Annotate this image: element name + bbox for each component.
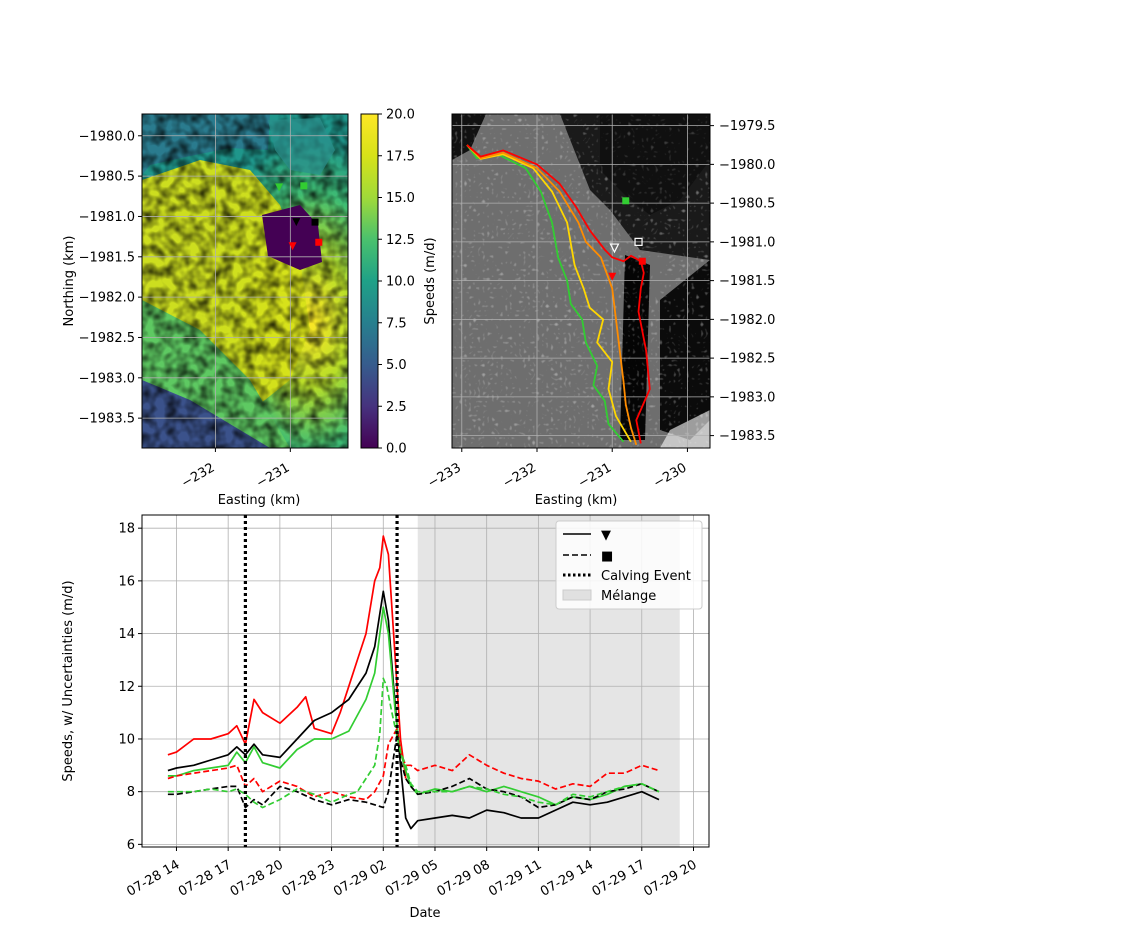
map-marker [275, 183, 284, 192]
x-tick-label: 07-29 14 [538, 857, 596, 899]
x-tick-label: 07-29 02 [331, 857, 389, 899]
terminus-marker [634, 237, 643, 246]
y-tick-label: −1981.0 [79, 210, 135, 225]
legend-label-triangle: ▼ [601, 528, 611, 543]
colorbar-tick-label: 20.0 [386, 108, 415, 123]
x-tick-label: −230 [651, 460, 689, 491]
timeseries-ylabel: Speeds, w/ Uncertainties (m/d) [61, 580, 76, 781]
timeseries-frame [141, 514, 710, 848]
terminus-marker [638, 257, 646, 265]
colorbar-tick-label: 5.0 [386, 358, 407, 373]
x-tick-label: −232 [501, 460, 539, 491]
legend-box [555, 520, 703, 610]
timeseries-xlabel: Date [409, 906, 440, 921]
y-tick-label: −1982.0 [79, 291, 135, 306]
terminus-xlabel: Easting (km) [535, 493, 618, 508]
terminus-markers [608, 197, 646, 281]
speed-map-xlabel: Easting (km) [218, 493, 301, 508]
series-line [167, 535, 407, 779]
map-marker [311, 218, 319, 226]
y-tick-label: −1980.0 [79, 129, 135, 144]
colorbar-tick-label: 2.5 [386, 400, 407, 415]
speed-map-image [142, 114, 348, 448]
terminus-line [466, 144, 632, 443]
y-tick-label: −1983.5 [79, 412, 135, 427]
legend-label-calving: Calving Event [601, 569, 691, 584]
x-tick-label: 07-28 17 [176, 857, 234, 899]
colorbar-label: Speeds (m/d) [423, 237, 438, 324]
y-tick-label: −1982.0 [719, 313, 775, 328]
y-tick-label: −1980.5 [79, 170, 135, 185]
speed-map-panel: −232 −231 −1980.0 −1980.5 −1981.0 −1981.5 −198… [62, 113, 349, 508]
y-tick-label: −1981.5 [79, 250, 135, 265]
speed-map-grid [142, 114, 348, 448]
y-tick-label: −1980.0 [719, 158, 775, 173]
map-marker [288, 242, 297, 251]
x-tick-label: 07-29 20 [641, 857, 699, 899]
legend: ▼ ■ Calving Event Mélange [555, 520, 703, 610]
y-tick-label: 12 [118, 680, 135, 695]
colorbar-tick-label: 12.5 [386, 233, 415, 248]
colorbar-ticks: 0.0 2.5 5.0 7.5 10.0 12.5 15.0 17.5 20.0 [378, 108, 415, 457]
y-tick-label: 18 [118, 522, 135, 537]
y-tick-label: −1983.0 [719, 390, 775, 405]
x-tick-label: −231 [576, 460, 614, 491]
y-tick-label: −1979.5 [719, 119, 775, 134]
y-tick-label: −1982.5 [79, 331, 135, 346]
x-tick-label: 07-29 08 [435, 857, 493, 899]
y-tick-label: −1982.5 [719, 352, 775, 367]
y-tick-label: −1980.5 [719, 197, 775, 212]
colorbar-gradient [360, 113, 379, 449]
timeseries-series [167, 535, 660, 830]
x-tick-label: 07-28 14 [124, 857, 182, 899]
series-line [167, 677, 660, 809]
y-tick-label: 14 [118, 627, 135, 642]
speed-map-ylabel: Northing (km) [62, 236, 77, 327]
calving-lines [243, 515, 399, 847]
legend-label-square: ■ [601, 549, 613, 564]
terminus-marker [609, 243, 620, 254]
colorbar-tick-label: 17.5 [386, 149, 415, 164]
x-tick-label: −232 [179, 460, 217, 491]
speed-map-axes: −232 −231 −1980.0 −1980.5 −1981.0 −1981.5 −198… [79, 129, 293, 491]
speed-map-frame [141, 113, 349, 449]
y-tick-label: −1983.0 [79, 371, 135, 386]
colorbar: 0.0 2.5 5.0 7.5 10.0 12.5 15.0 17.5 20.0 Speeds … [360, 108, 438, 457]
x-tick-label: −233 [425, 460, 463, 491]
y-tick-label: −1983.5 [719, 429, 775, 444]
terminus-panel: −233 −232 −231 −230 −1979.5 −1980.0 −1980.5 −19… [425, 113, 775, 508]
legend-label-melange: Mélange [601, 589, 656, 604]
terminus-line [466, 144, 625, 443]
y-tick-label: −1981.0 [719, 235, 775, 250]
x-tick-label: 07-29 05 [383, 857, 441, 899]
map-marker [292, 218, 301, 227]
terminus-line [466, 144, 638, 446]
map-marker [300, 182, 308, 190]
x-tick-label: 07-28 20 [228, 857, 286, 899]
speed-map-markers [275, 182, 323, 251]
x-tick-label: −231 [254, 460, 292, 491]
y-tick-label: 8 [127, 785, 135, 800]
x-tick-label: 07-29 17 [590, 857, 648, 899]
colorbar-tick-label: 15.0 [386, 191, 415, 206]
map-marker [315, 238, 323, 246]
terminus-marker [622, 197, 630, 205]
terminus-line [466, 144, 651, 444]
terminus-marker [608, 272, 617, 281]
y-tick-label: 10 [118, 732, 135, 747]
terminus-lines [466, 144, 651, 446]
x-tick-label: 07-28 23 [279, 857, 337, 899]
colorbar-tick-label: 10.0 [386, 275, 415, 290]
colorbar-tick-label: 0.0 [386, 442, 407, 457]
colorbar-tick-label: 7.5 [386, 316, 407, 331]
y-tick-label: −1981.5 [719, 274, 775, 289]
y-tick-label: 6 [127, 838, 135, 853]
y-tick-label: 16 [118, 574, 135, 589]
legend-melange-swatch [562, 589, 592, 601]
x-tick-label: 07-29 11 [486, 857, 544, 899]
